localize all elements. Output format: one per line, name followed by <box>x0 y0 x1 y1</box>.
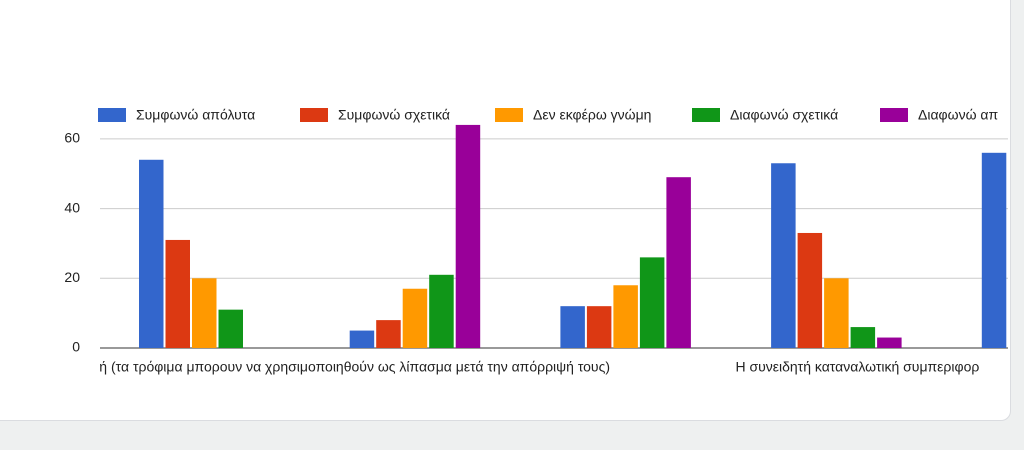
chart: 0 20 40 60 Συμφωνώ απόλυτα Συμφωνώ σχετικά Δεν… <box>64 107 1010 375</box>
bar <box>666 177 691 348</box>
legend-swatch <box>880 108 908 122</box>
plot: 0 20 40 60 Συμφωνώ απόλυτα Συμφωνώ σχετικά Δεν… <box>64 107 1010 375</box>
y-tick-label: 20 <box>64 269 80 285</box>
bar <box>376 320 401 348</box>
legend-label: Δεν εκφέρω γνώμη <box>533 107 651 123</box>
bar <box>981 152 1007 348</box>
bar <box>1008 254 1010 348</box>
card <box>0 0 1011 421</box>
bar <box>850 327 876 348</box>
bar <box>639 257 665 348</box>
bar <box>139 159 164 348</box>
bar <box>402 288 428 348</box>
y-tick-label: 60 <box>64 130 80 146</box>
bar <box>613 285 638 348</box>
bar <box>165 239 190 348</box>
bar <box>192 278 217 348</box>
legend-swatch <box>300 108 328 122</box>
legend-swatch <box>692 108 720 122</box>
bar <box>877 337 902 348</box>
bar <box>586 306 612 348</box>
bar <box>349 330 375 348</box>
y-tick-label: 40 <box>64 199 80 215</box>
bar <box>429 274 454 348</box>
bar <box>218 309 243 348</box>
legend-label: Διαφωνώ σχετικά <box>730 107 838 123</box>
bar <box>560 306 585 348</box>
x-tick-label: Η συνειδητή καταναλωτική συμπεριφορ <box>735 359 979 375</box>
legend-label: Συμφωνώ απόλυτα <box>136 107 255 123</box>
y-tick-label: 0 <box>72 339 80 355</box>
bar <box>455 124 481 349</box>
legend-label: Διαφωνώ απ <box>918 107 998 123</box>
legend-swatch <box>98 108 126 122</box>
legend-label: Συμφωνώ σχετικά <box>338 107 450 123</box>
legend-swatch <box>495 108 523 122</box>
bar <box>824 278 849 348</box>
bar <box>797 232 823 348</box>
bar <box>771 163 796 348</box>
x-tick-label: ή (τα τρόφιμα μπορουν να χρησιμοποιηθούν… <box>99 359 610 375</box>
